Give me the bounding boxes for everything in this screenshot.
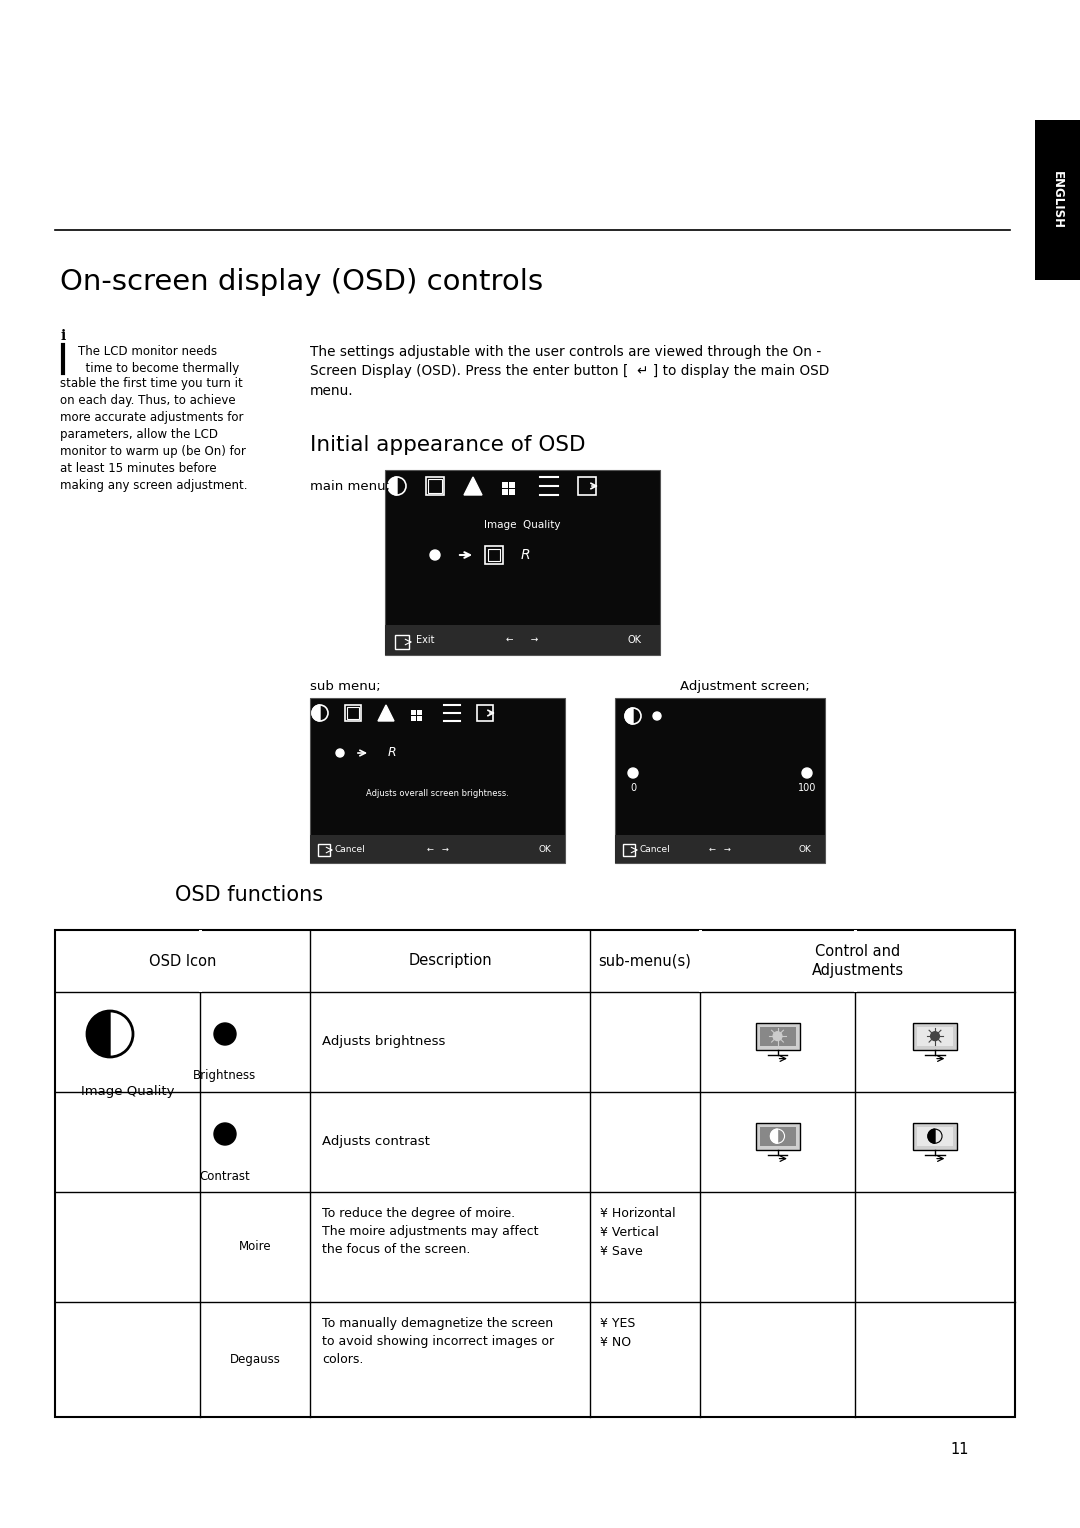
Bar [917, 1027, 953, 1045]
Polygon shape [770, 1129, 778, 1143]
Bar [578, 477, 596, 495]
Text: R: R [388, 747, 396, 759]
Bar [485, 545, 503, 564]
Bar [509, 489, 515, 495]
Bar [756, 1123, 799, 1149]
Text: ←      →: ← → [507, 636, 539, 645]
Polygon shape [625, 707, 633, 724]
Bar [384, 471, 660, 656]
Bar [502, 481, 508, 487]
Bar [854, 931, 858, 992]
Text: ENGLISH: ENGLISH [1051, 171, 1064, 229]
Polygon shape [87, 1012, 110, 1057]
Text: OK: OK [539, 845, 552, 854]
Text: Description: Description [408, 953, 491, 969]
Bar [1035, 121, 1080, 280]
Bar [759, 1027, 796, 1045]
Polygon shape [378, 704, 394, 721]
Bar [428, 478, 442, 494]
Circle shape [770, 1129, 784, 1143]
Circle shape [627, 769, 638, 778]
Text: Adjustment screen;: Adjustment screen; [680, 680, 810, 694]
Bar [913, 1123, 957, 1149]
Bar [502, 489, 508, 495]
Text: The settings adjustable with the user controls are viewed through the On -
Scree: The settings adjustable with the user co… [310, 345, 829, 397]
Bar [310, 698, 565, 863]
Text: Brightness: Brightness [193, 1070, 257, 1082]
Text: To manually demagnetize the screen
to avoid showing incorrect images or
colors.: To manually demagnetize the screen to av… [322, 1317, 554, 1366]
Text: 11: 11 [950, 1442, 969, 1458]
Text: OSD functions: OSD functions [175, 885, 323, 905]
Polygon shape [464, 477, 482, 495]
Bar [426, 477, 444, 495]
Text: 0: 0 [630, 782, 636, 793]
Text: Cancel: Cancel [639, 845, 671, 854]
Bar [411, 711, 416, 715]
Text: OK: OK [798, 845, 811, 854]
Text: sub-menu(s): sub-menu(s) [598, 953, 691, 969]
Bar [411, 717, 416, 721]
Text: R: R [521, 549, 530, 562]
Bar [310, 834, 565, 863]
Text: The LCD monitor needs
  time to become thermally: The LCD monitor needs time to become the… [78, 345, 240, 374]
Circle shape [928, 1129, 942, 1143]
Text: Adjusts overall screen brightness.: Adjusts overall screen brightness. [366, 788, 509, 798]
Bar [615, 698, 825, 863]
Bar [913, 1022, 957, 1050]
Bar [756, 1022, 799, 1050]
Text: OSD Icon: OSD Icon [149, 953, 216, 969]
Text: Contrast: Contrast [200, 1169, 251, 1183]
Bar [55, 931, 1015, 1416]
Bar [318, 843, 330, 856]
Bar [417, 717, 422, 721]
Text: Moire: Moire [239, 1241, 271, 1253]
Polygon shape [388, 477, 397, 495]
Bar [345, 704, 361, 721]
Text: main menu;: main menu; [310, 480, 390, 494]
Bar [477, 704, 492, 721]
Bar [509, 481, 515, 487]
Bar [417, 711, 422, 715]
Text: sub menu;: sub menu; [310, 680, 380, 694]
Circle shape [931, 1031, 940, 1041]
Text: Cancel: Cancel [335, 845, 365, 854]
Circle shape [214, 1024, 237, 1045]
Circle shape [802, 769, 812, 778]
Bar [199, 931, 202, 992]
Bar [623, 843, 635, 856]
Text: Adjusts contrast: Adjusts contrast [322, 1135, 430, 1149]
Text: Control and
Adjustments: Control and Adjustments [811, 944, 904, 978]
Text: Image Quality: Image Quality [81, 1085, 174, 1099]
Text: ←   →: ← → [427, 845, 448, 854]
Bar [395, 636, 409, 649]
Bar [759, 1126, 796, 1146]
Text: stable the first time you turn it
on each day. Thus, to achieve
more accurate ad: stable the first time you turn it on eac… [60, 377, 247, 492]
Text: Adjusts brightness: Adjusts brightness [322, 1036, 445, 1048]
Text: Exit: Exit [416, 636, 434, 645]
Text: To reduce the degree of moire.
The moire adjustments may affect
the focus of the: To reduce the degree of moire. The moire… [322, 1207, 539, 1256]
Text: 100: 100 [798, 782, 816, 793]
Text: OK: OK [627, 636, 642, 645]
Bar [699, 931, 702, 992]
Bar [917, 1126, 953, 1146]
Text: Image  Quality: Image Quality [484, 520, 561, 530]
Text: ¥ Horizontal
¥ Vertical
¥ Save: ¥ Horizontal ¥ Vertical ¥ Save [600, 1207, 676, 1258]
Polygon shape [928, 1129, 935, 1143]
Polygon shape [312, 704, 320, 721]
Circle shape [773, 1031, 782, 1041]
Circle shape [653, 712, 661, 720]
Circle shape [430, 550, 440, 559]
Bar [615, 834, 825, 863]
Bar [347, 707, 359, 720]
Text: Initial appearance of OSD: Initial appearance of OSD [310, 435, 585, 455]
Text: On-screen display (OSD) controls: On-screen display (OSD) controls [60, 267, 543, 296]
Text: Degauss: Degauss [230, 1352, 281, 1366]
Bar [384, 625, 660, 656]
Bar [488, 549, 500, 561]
Text: i: i [60, 329, 66, 342]
Circle shape [336, 749, 345, 756]
Text: ←   →: ← → [710, 845, 731, 854]
Circle shape [214, 1123, 237, 1144]
Text: ¥ YES
¥ NO: ¥ YES ¥ NO [600, 1317, 635, 1349]
